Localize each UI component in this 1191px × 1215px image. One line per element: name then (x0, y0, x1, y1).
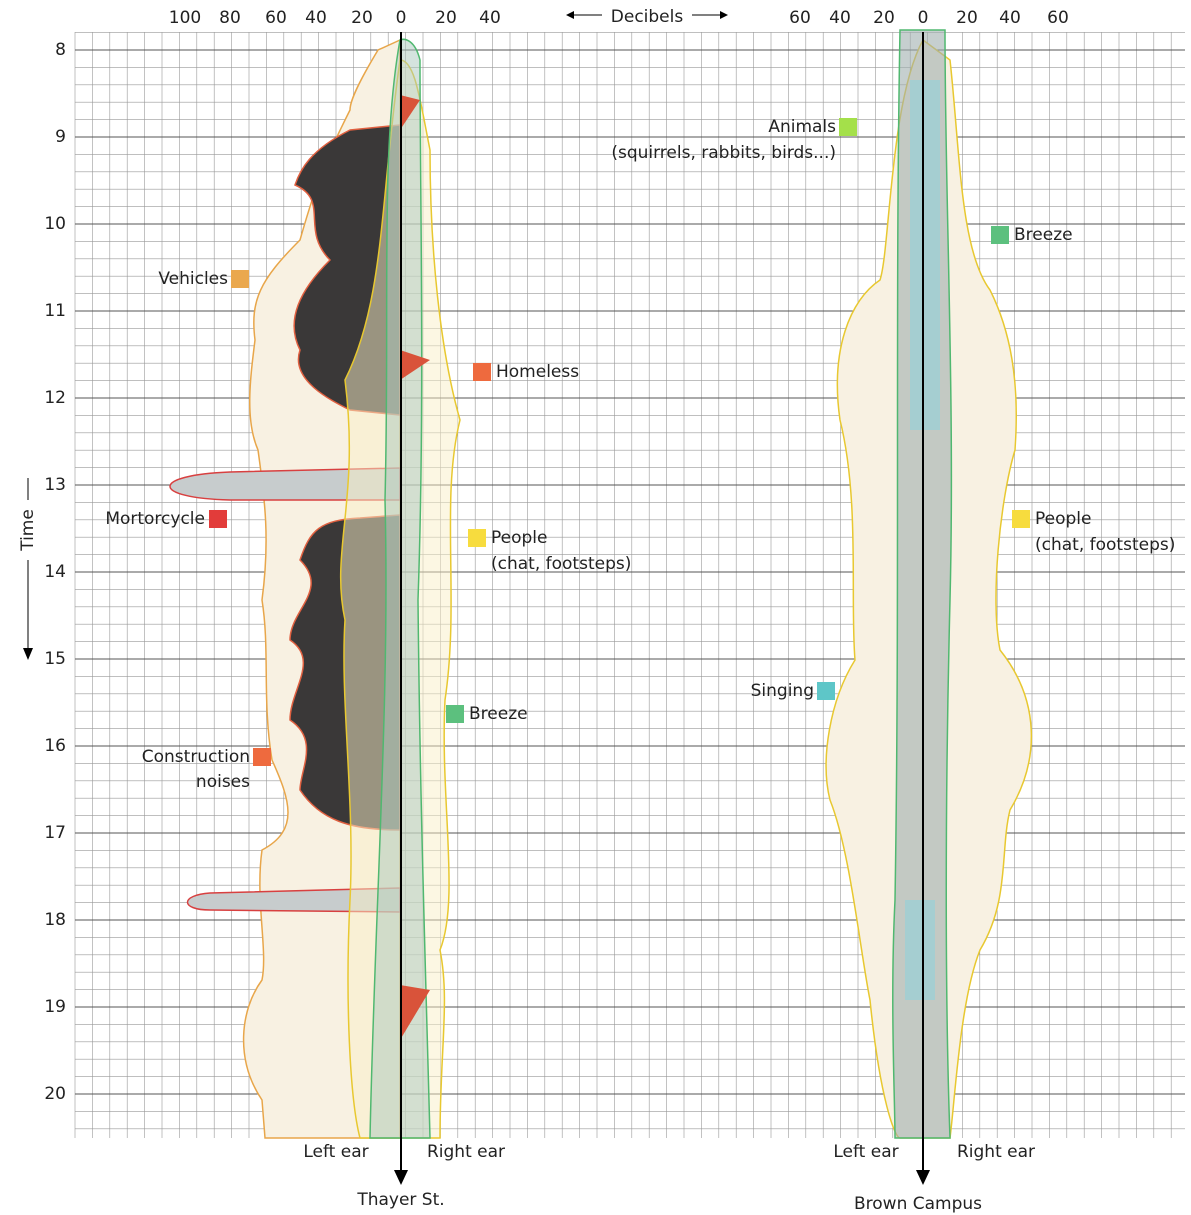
people-label-right: People (1035, 509, 1091, 529)
people-note-right: (chat, footsteps) (1035, 535, 1175, 555)
vehicles-swatch (231, 270, 249, 288)
db-tick-label: 20 (873, 8, 895, 28)
construction-label: Construction (142, 747, 250, 767)
left-ear-right: Left ear (833, 1142, 898, 1162)
construction-swatch (253, 748, 271, 766)
time-label: Time (18, 509, 38, 552)
brown-bands (826, 30, 1031, 1138)
people-swatch (468, 529, 486, 547)
thayer-arrow (394, 1170, 408, 1185)
time-tick-label: 12 (44, 388, 66, 408)
people-label: People (491, 528, 547, 548)
homeless-swatch (473, 363, 491, 381)
db-tick-label: 0 (396, 8, 407, 28)
decibels-label: Decibels (611, 7, 684, 27)
db-arrow-left-head (566, 11, 574, 19)
people-swatch-right (1012, 510, 1030, 528)
db-arrow-right-head (720, 11, 728, 19)
time-tick-label: 14 (44, 562, 66, 582)
db-tick-label: 20 (956, 8, 978, 28)
place-right: Brown Campus (854, 1194, 982, 1214)
sound-map: Decibels Time Vehicles Homeless Mortorcy… (0, 0, 1191, 1215)
time-tick-label: 9 (55, 127, 66, 147)
thayer-bands (170, 39, 460, 1138)
db-tick-label: 0 (918, 8, 929, 28)
db-tick-label: 40 (999, 8, 1021, 28)
animals-label: Animals (768, 117, 836, 137)
time-tick-label: 8 (55, 40, 66, 60)
animals-note: (squirrels, rabbits, birds...) (611, 143, 836, 163)
db-tick-label: 20 (351, 8, 373, 28)
db-tick-label: 60 (789, 8, 811, 28)
motorcycle-swatch (209, 510, 227, 528)
construction-label-2: noises (196, 772, 250, 792)
vehicles-label: Vehicles (158, 269, 228, 289)
motorcycle-label: Mortorcycle (105, 509, 205, 529)
time-tick-label: 18 (44, 910, 66, 930)
time-tick-label: 16 (44, 736, 66, 756)
singing-label: Singing (751, 681, 814, 701)
people-note: (chat, footsteps) (491, 554, 631, 574)
singing-swatch (817, 682, 835, 700)
time-tick-label: 13 (44, 475, 66, 495)
right-ear-right: Right ear (957, 1142, 1035, 1162)
breeze-label-right: Breeze (1014, 225, 1073, 245)
time-arrow (23, 648, 33, 660)
place: Thayer St. (356, 1190, 444, 1210)
db-tick-label: 20 (435, 8, 457, 28)
time-tick-label: 20 (44, 1084, 66, 1104)
db-tick-label: 100 (169, 8, 201, 28)
time-tick-label: 17 (44, 823, 66, 843)
animals-swatch (839, 118, 857, 136)
time-tick-label: 19 (44, 997, 66, 1017)
left-ear: Left ear (303, 1142, 368, 1162)
homeless-label: Homeless (496, 362, 579, 382)
time-tick-label: 11 (44, 301, 66, 321)
right-ear: Right ear (427, 1142, 505, 1162)
breeze-swatch (446, 705, 464, 723)
db-tick-label: 40 (479, 8, 501, 28)
time-tick-label: 15 (44, 649, 66, 669)
db-tick-label: 60 (1047, 8, 1069, 28)
time-tick-label: 10 (44, 214, 66, 234)
db-tick-label: 40 (829, 8, 851, 28)
db-tick-label: 40 (305, 8, 327, 28)
breeze-label: Breeze (469, 704, 528, 724)
breeze-swatch-right (991, 226, 1009, 244)
db-tick-label: 80 (219, 8, 241, 28)
brown-arrow (916, 1170, 930, 1185)
db-tick-label: 60 (265, 8, 287, 28)
grid (75, 32, 1185, 1138)
